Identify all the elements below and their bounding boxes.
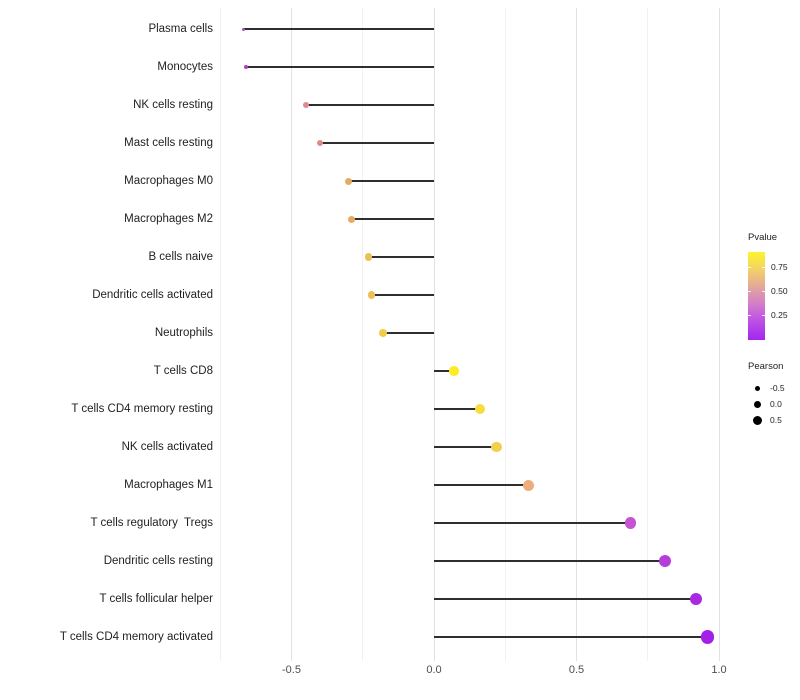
lollipop-dot — [474, 404, 485, 414]
lollipop-stem — [245, 66, 434, 68]
pearson-size-dot — [753, 400, 761, 408]
lollipop-stem — [434, 370, 454, 372]
gridline-minor — [219, 8, 221, 661]
category-label: Plasma cells — [148, 23, 213, 35]
lollipop-dot — [347, 215, 355, 223]
lollipop-dot — [689, 592, 703, 606]
pvalue-legend-title: Pvalue — [748, 232, 778, 243]
pvalue-gradient-bar — [748, 252, 765, 340]
pvalue-tick-mark — [748, 290, 751, 292]
lollipop-stem — [368, 256, 434, 258]
lollipop-stem — [382, 332, 434, 334]
lollipop-dot — [302, 101, 309, 109]
pearson-size-dot — [752, 415, 762, 425]
lollipop-stem — [351, 218, 434, 220]
category-label: Monocytes — [157, 61, 213, 73]
lollipop-dot — [658, 555, 671, 567]
pvalue-tick-label: 0.75 — [771, 261, 788, 272]
pearson-legend-title: Pearson — [748, 361, 784, 372]
lollipop-dot — [700, 630, 715, 644]
lollipop-dot — [345, 177, 352, 185]
pvalue-tick-mark — [748, 315, 751, 317]
lollipop-stem — [434, 484, 529, 486]
lollipop-stem — [305, 104, 434, 106]
pvalue-tick-mark — [762, 315, 765, 317]
lollipop-stem — [348, 180, 434, 182]
category-label: Macrophages M1 — [124, 479, 213, 491]
lollipop-dot — [243, 65, 248, 69]
category-label: Macrophages M2 — [124, 213, 213, 225]
lollipop-stem — [320, 142, 434, 144]
pvalue-tick-mark — [762, 290, 765, 292]
lollipop-dot — [522, 479, 534, 491]
gridline-minor — [504, 8, 506, 661]
category-label: T cells CD4 memory activated — [59, 631, 213, 643]
gridline-minor — [362, 8, 364, 661]
x-axis-tick-label: -0.5 — [282, 664, 301, 676]
lollipop-dot — [449, 366, 459, 376]
lollipop-stem — [434, 522, 631, 524]
lollipop-stem — [434, 636, 708, 638]
pvalue-tick-label: 0.25 — [771, 310, 788, 321]
category-label: T cells CD8 — [153, 365, 213, 377]
lollipop-dot — [378, 329, 387, 337]
category-label: Neutrophils — [154, 327, 213, 339]
category-label: Macrophages M0 — [124, 175, 213, 187]
lollipop-stem — [371, 294, 434, 296]
category-label: NK cells resting — [133, 99, 213, 111]
lollipop-stem — [434, 598, 697, 600]
gridline-major — [291, 8, 292, 661]
lollipop-stem — [434, 560, 665, 562]
category-label: NK cells activated — [121, 441, 213, 453]
pvalue-tick-label: 0.50 — [771, 285, 788, 296]
gridline-major — [433, 8, 435, 661]
pvalue-tick-mark — [762, 266, 765, 268]
x-axis-tick-label: 0.0 — [426, 664, 442, 676]
category-label: B cells naive — [148, 251, 213, 263]
pearson-size-dot — [754, 385, 760, 391]
gridline-major — [718, 8, 720, 661]
lollipop-dot — [624, 517, 637, 529]
pearson-size-label: -0.5 — [770, 383, 785, 393]
category-label: T cells regulatory Tregs — [90, 517, 213, 529]
lollipop-dot — [367, 291, 376, 299]
lollipop-stem — [243, 28, 434, 30]
lollipop-stem — [434, 446, 497, 448]
gridline-major — [576, 8, 577, 661]
gridline-minor — [647, 8, 649, 661]
lollipop-dot — [491, 441, 502, 453]
lollipop-stem — [434, 408, 480, 410]
pearson-size-label: 0.5 — [770, 415, 782, 425]
category-label: Dendritic cells resting — [103, 555, 213, 567]
pvalue-tick-mark — [748, 266, 751, 268]
category-label: T cells follicular helper — [99, 593, 213, 605]
x-axis-tick-label: 0.5 — [568, 664, 585, 676]
category-label: Mast cells resting — [124, 137, 213, 149]
lollipop-dot — [241, 27, 245, 31]
category-label: Dendritic cells activated — [92, 289, 213, 301]
pearson-size-label: 0.0 — [770, 399, 782, 409]
x-axis-tick-label: 1.0 — [711, 664, 727, 676]
lollipop-dot — [316, 139, 324, 147]
category-label: T cells CD4 memory resting — [71, 403, 213, 415]
lollipop-dot — [364, 253, 373, 261]
